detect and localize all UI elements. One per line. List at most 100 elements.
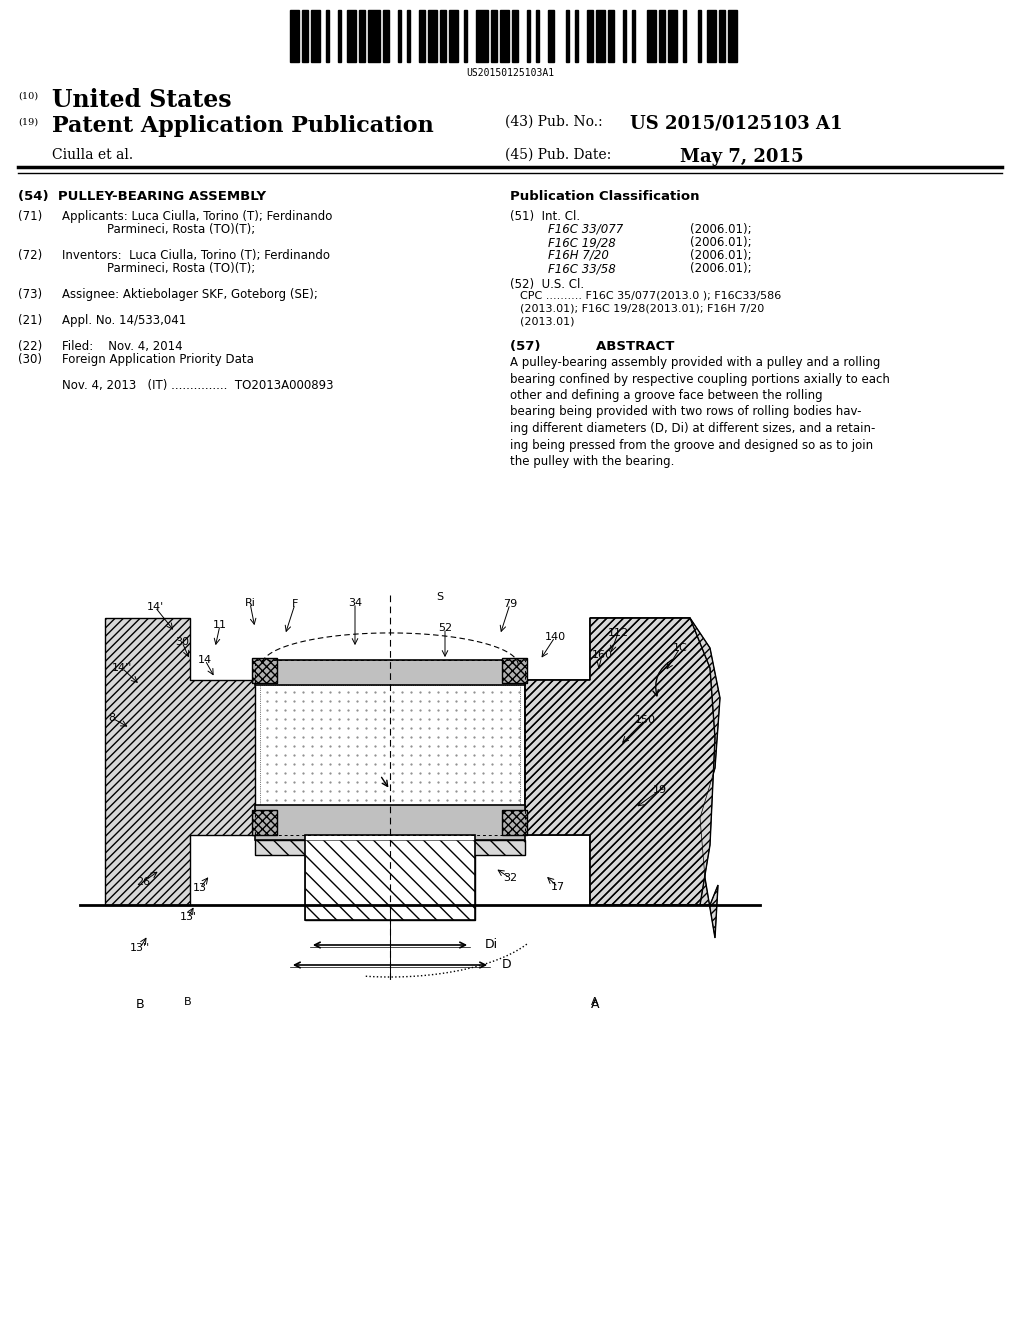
Text: (45) Pub. Date:: (45) Pub. Date: (504, 148, 610, 162)
Text: 30: 30 (175, 638, 189, 647)
Text: Publication Classification: Publication Classification (510, 190, 699, 203)
Text: 8: 8 (108, 713, 115, 723)
Text: May 7, 2015: May 7, 2015 (680, 148, 803, 166)
Bar (439, 11, 445, 62)
Text: (2006.01);: (2006.01); (689, 223, 751, 236)
Bar (623, 11, 626, 62)
Text: B: B (136, 998, 144, 1011)
Text: Inventors:  Luca Ciulla, Torino (T); Ferdinando: Inventors: Luca Ciulla, Torino (T); Ferd… (62, 249, 330, 261)
Text: 140: 140 (544, 632, 565, 642)
Text: F16C 19/28: F16C 19/28 (547, 236, 615, 249)
Bar (502, 809, 527, 834)
Text: Parmineci, Rosta (TO)(T);: Parmineci, Rosta (TO)(T); (62, 261, 255, 275)
Bar (490, 11, 496, 62)
Bar (253, 809, 277, 834)
Text: F16C 33/58: F16C 33/58 (547, 261, 615, 275)
Polygon shape (255, 660, 525, 685)
Text: (2006.01);: (2006.01); (689, 236, 751, 249)
Text: 34: 34 (347, 598, 362, 609)
Text: 26: 26 (136, 876, 150, 887)
Text: F16H 7/20: F16H 7/20 (547, 249, 608, 261)
Bar (368, 11, 380, 62)
Bar (667, 11, 677, 62)
Text: (10): (10) (18, 92, 38, 102)
Bar (646, 11, 655, 62)
Bar (464, 11, 467, 62)
Text: (71): (71) (18, 210, 42, 223)
Text: United States: United States (52, 88, 231, 112)
Text: (73): (73) (18, 288, 42, 301)
Text: (30): (30) (18, 352, 42, 366)
Text: Applicants: Luca Ciulla, Torino (T); Ferdinando: Applicants: Luca Ciulla, Torino (T); Fer… (62, 210, 332, 223)
Polygon shape (255, 840, 525, 920)
Text: Ri: Ri (245, 598, 255, 609)
Text: 112: 112 (607, 628, 628, 638)
Text: (54)  PULLEY-BEARING ASSEMBLY: (54) PULLEY-BEARING ASSEMBLY (18, 190, 266, 203)
Bar (253, 657, 277, 682)
Bar (337, 11, 340, 62)
Bar (253, 809, 277, 834)
Text: Di: Di (484, 939, 497, 952)
Bar (697, 11, 700, 62)
Bar (302, 11, 308, 62)
Text: Filed:    Nov. 4, 2014: Filed: Nov. 4, 2014 (62, 341, 182, 352)
Text: Foreign Application Priority Data: Foreign Application Priority Data (62, 352, 254, 366)
Text: 52: 52 (437, 623, 451, 634)
Text: Ciulla et al.: Ciulla et al. (52, 148, 133, 162)
Bar (253, 657, 277, 682)
Text: 13: 13 (193, 883, 207, 894)
Bar (566, 11, 569, 62)
Text: (19): (19) (18, 117, 38, 127)
Bar (255, 660, 525, 836)
Bar (359, 11, 365, 62)
Text: Parmineci, Rosta (TO)(T);: Parmineci, Rosta (TO)(T); (62, 223, 255, 236)
Bar (595, 11, 604, 62)
Bar (527, 11, 530, 62)
Text: 13': 13' (179, 912, 197, 921)
Text: (2006.01);: (2006.01); (689, 249, 751, 261)
Bar (448, 11, 458, 62)
Text: US20150125103A1: US20150125103A1 (466, 69, 553, 78)
Text: S: S (436, 591, 443, 602)
Polygon shape (305, 836, 475, 920)
Text: US 2015/0125103 A1: US 2015/0125103 A1 (630, 115, 842, 133)
Bar (683, 11, 686, 62)
Text: F: F (291, 599, 298, 609)
Bar (419, 11, 425, 62)
Text: A pulley-bearing assembly provided with a pulley and a rolling
bearing confined : A pulley-bearing assembly provided with … (510, 356, 889, 469)
Bar (547, 11, 553, 62)
Bar (728, 11, 737, 62)
Bar (289, 11, 299, 62)
Bar (658, 11, 664, 62)
Bar (607, 11, 613, 62)
Text: 32: 32 (502, 873, 517, 883)
Text: F16C 33/077: F16C 33/077 (547, 223, 623, 236)
Text: (57)            ABSTRACT: (57) ABSTRACT (510, 341, 674, 352)
Text: 17: 17 (550, 882, 565, 892)
Bar (632, 11, 635, 62)
Text: 19: 19 (652, 785, 666, 795)
Bar (499, 11, 508, 62)
Text: CPC .......... F16C 35/077(2013.0 ); F16C33/586
(2013.01); F16C 19/28(2013.01); : CPC .......... F16C 35/077(2013.0 ); F16… (520, 290, 781, 326)
Text: (2006.01);: (2006.01); (689, 261, 751, 275)
Text: 14: 14 (198, 655, 212, 665)
Bar (502, 657, 527, 682)
Text: 1C: 1C (672, 643, 687, 653)
Bar (311, 11, 320, 62)
Text: 14': 14' (147, 602, 163, 612)
Bar (502, 657, 527, 682)
Text: 79: 79 (502, 599, 517, 609)
Bar (397, 11, 400, 62)
Text: A: A (591, 997, 598, 1007)
Text: Nov. 4, 2013   (IT) ...............  TO2013A000893: Nov. 4, 2013 (IT) ............... TO2013… (62, 379, 333, 392)
Bar (706, 11, 715, 62)
Text: 13'': 13'' (129, 942, 150, 953)
Text: Appl. No. 14/533,041: Appl. No. 14/533,041 (62, 314, 186, 327)
Bar (428, 11, 436, 62)
Bar (512, 11, 518, 62)
Bar (718, 11, 725, 62)
Text: (51)  Int. Cl.: (51) Int. Cl. (510, 210, 580, 223)
Bar (586, 11, 592, 62)
Bar (575, 11, 578, 62)
Polygon shape (525, 618, 719, 939)
